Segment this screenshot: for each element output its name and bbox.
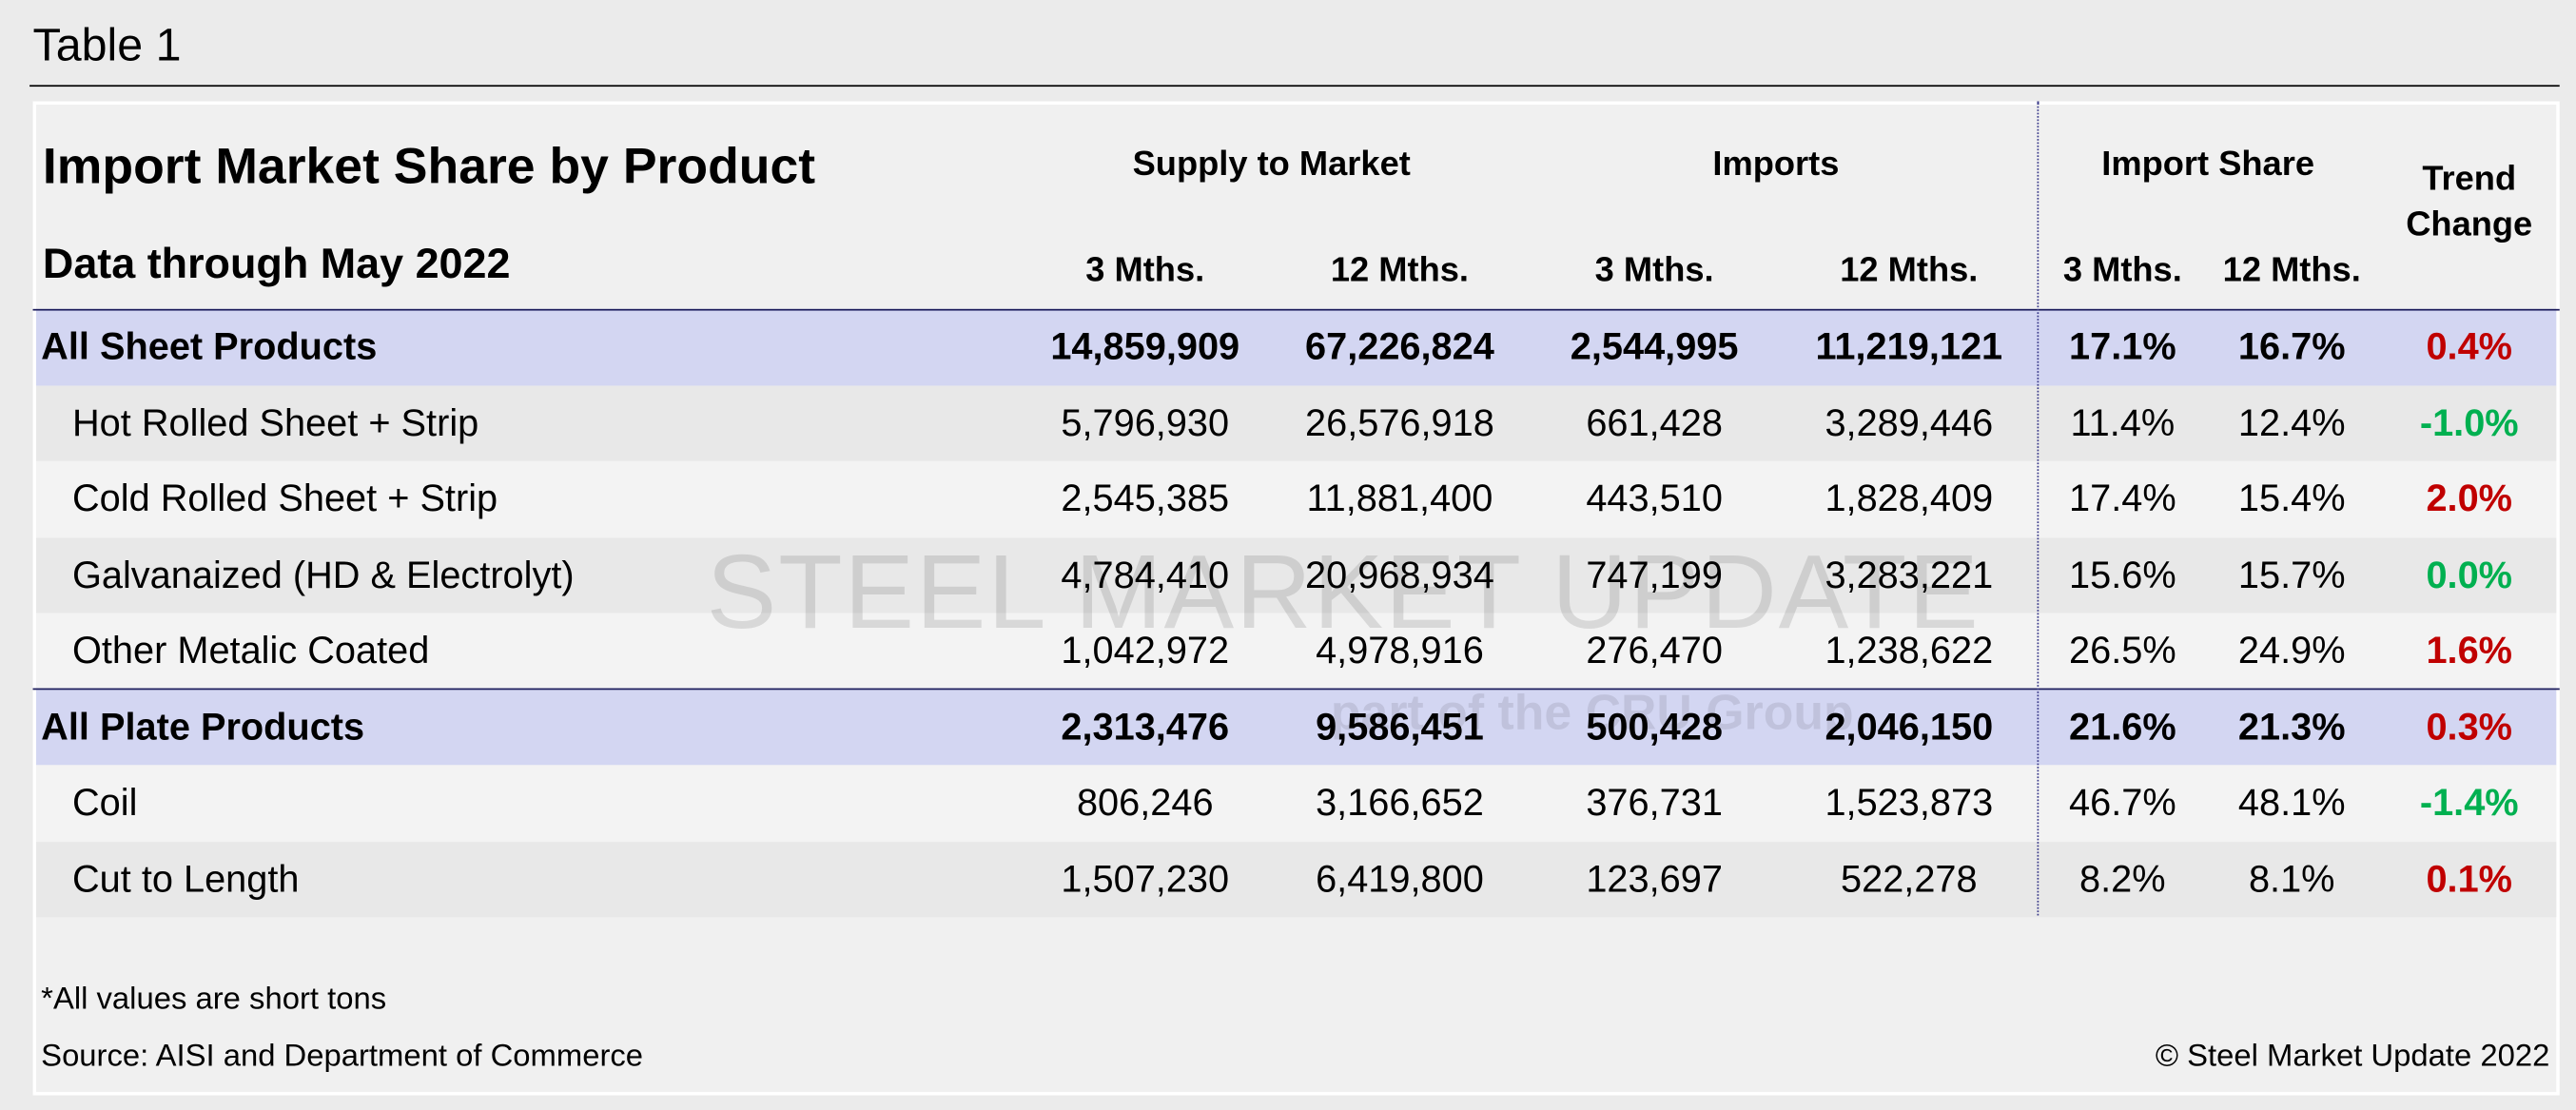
cell-value: 2,046,150 bbox=[1825, 705, 1994, 748]
column-header: 12 Mths. bbox=[2222, 251, 2361, 290]
row-label: All Plate Products bbox=[41, 705, 365, 748]
row-band bbox=[35, 613, 2557, 690]
row-band bbox=[35, 841, 2557, 918]
cell-value: 5,796,930 bbox=[1061, 400, 1230, 444]
row-band bbox=[35, 308, 2557, 385]
group-header: Import Share bbox=[2101, 145, 2314, 184]
trend-value: 0.0% bbox=[2426, 553, 2513, 596]
source: Source: AISI and Department of Commerce bbox=[41, 1040, 644, 1075]
cell-value: 24.9% bbox=[2237, 629, 2346, 672]
row-label: Cold Rolled Sheet + Strip bbox=[71, 477, 498, 520]
column-header: 12 Mths. bbox=[1330, 251, 1470, 290]
cell-value: 522,278 bbox=[1841, 857, 1978, 900]
cell-value: 443,510 bbox=[1586, 477, 1723, 520]
trend-value: 1.6% bbox=[2426, 629, 2513, 672]
cell-value: 661,428 bbox=[1586, 400, 1723, 444]
trend-value: 0.4% bbox=[2426, 324, 2513, 368]
section-rule bbox=[32, 688, 2560, 691]
cell-value: 48.1% bbox=[2237, 781, 2346, 824]
cell-value: 1,828,409 bbox=[1825, 477, 1994, 520]
cell-value: 17.1% bbox=[2069, 324, 2176, 368]
cell-value: 26,576,918 bbox=[1305, 400, 1494, 444]
cell-value: 747,199 bbox=[1586, 553, 1723, 596]
page-label: Table 1 bbox=[32, 19, 182, 70]
table-subtitle: Data through May 2022 bbox=[42, 238, 511, 288]
cell-value: 3,283,221 bbox=[1825, 553, 1994, 596]
table-title: Import Market Share by Product bbox=[42, 137, 816, 195]
cell-value: 9,586,451 bbox=[1316, 705, 1484, 748]
watermark-tagline: part of the CRU Group bbox=[1330, 686, 1854, 741]
row-band bbox=[35, 689, 2557, 766]
cell-value: 6,419,800 bbox=[1316, 857, 1484, 900]
cell-value: 2,544,995 bbox=[1570, 324, 1739, 368]
cell-value: 1,523,873 bbox=[1825, 781, 1994, 824]
row-label: Galvanaized (HD & Electrolyt) bbox=[71, 553, 575, 596]
column-header: 3 Mths. bbox=[1594, 251, 1714, 290]
trend-value: 0.3% bbox=[2426, 705, 2513, 748]
cell-value: 11,219,121 bbox=[1815, 324, 2003, 368]
row-band bbox=[35, 765, 2557, 842]
cell-value: 276,470 bbox=[1586, 629, 1723, 672]
cell-value: 26.5% bbox=[2069, 629, 2176, 672]
cell-value: 376,731 bbox=[1586, 781, 1723, 824]
column-header: 3 Mths. bbox=[2062, 251, 2182, 290]
cell-value: 4,978,916 bbox=[1316, 629, 1484, 672]
cell-value: 12.4% bbox=[2237, 400, 2346, 444]
cell-value: 67,226,824 bbox=[1305, 324, 1494, 368]
cell-value: 3,289,446 bbox=[1825, 400, 1994, 444]
row-band bbox=[35, 536, 2557, 613]
cell-value: 21.3% bbox=[2237, 705, 2346, 748]
footnote: *All values are short tons bbox=[41, 982, 387, 1018]
rule bbox=[29, 85, 2560, 88]
row-band bbox=[35, 460, 2557, 537]
trend-header: Trend bbox=[2422, 160, 2517, 198]
trend-value: -1.4% bbox=[2419, 781, 2519, 824]
row-label: Other Metalic Coated bbox=[71, 629, 430, 672]
cell-value: 2,545,385 bbox=[1061, 477, 1230, 520]
cell-value: 500,428 bbox=[1586, 705, 1723, 748]
cell-value: 20,968,934 bbox=[1305, 553, 1494, 596]
cell-value: 8.2% bbox=[2079, 857, 2166, 900]
trend-value: 0.1% bbox=[2426, 857, 2513, 900]
copyright: © Steel Market Update 2022 bbox=[2155, 1040, 2550, 1075]
cell-value: 3,166,652 bbox=[1316, 781, 1484, 824]
group-header: Supply to Market bbox=[1132, 145, 1411, 184]
cell-value: 14,859,909 bbox=[1050, 324, 1240, 368]
watermark-brand: STEEL MARKET UPDATE bbox=[706, 533, 1981, 652]
group-header: Imports bbox=[1712, 145, 1840, 184]
cell-value: 1,042,972 bbox=[1061, 629, 1230, 672]
row-label: All Sheet Products bbox=[41, 324, 378, 368]
cell-value: 15.6% bbox=[2069, 553, 2176, 596]
cell-value: 2,313,476 bbox=[1061, 705, 1230, 748]
row-label: Cut to Length bbox=[71, 857, 300, 900]
trend-value: 2.0% bbox=[2426, 477, 2513, 520]
header-rule bbox=[32, 308, 2560, 311]
column-header: 3 Mths. bbox=[1085, 251, 1205, 290]
cell-value: 21.6% bbox=[2069, 705, 2176, 748]
cell-value: 4,784,410 bbox=[1061, 553, 1230, 596]
trend-value: -1.0% bbox=[2419, 400, 2519, 444]
trend-header: Change bbox=[2406, 205, 2533, 244]
cell-value: 1,507,230 bbox=[1061, 857, 1230, 900]
cell-value: 8.1% bbox=[2248, 857, 2335, 900]
divider bbox=[2037, 101, 2039, 916]
row-band bbox=[35, 384, 2557, 461]
cell-value: 11,881,400 bbox=[1306, 477, 1493, 520]
cell-value: 123,697 bbox=[1586, 857, 1723, 900]
cell-value: 1,238,622 bbox=[1825, 629, 1994, 672]
cell-value: 11.4% bbox=[2070, 400, 2176, 444]
row-label: Hot Rolled Sheet + Strip bbox=[71, 400, 479, 444]
cell-value: 806,246 bbox=[1076, 781, 1214, 824]
cell-value: 15.7% bbox=[2237, 553, 2346, 596]
column-header: 12 Mths. bbox=[1840, 251, 1979, 290]
cell-value: 17.4% bbox=[2069, 477, 2176, 520]
cell-value: 16.7% bbox=[2237, 324, 2346, 368]
cell-value: 46.7% bbox=[2069, 781, 2176, 824]
row-label: Coil bbox=[71, 781, 138, 824]
cell-value: 15.4% bbox=[2237, 477, 2346, 520]
